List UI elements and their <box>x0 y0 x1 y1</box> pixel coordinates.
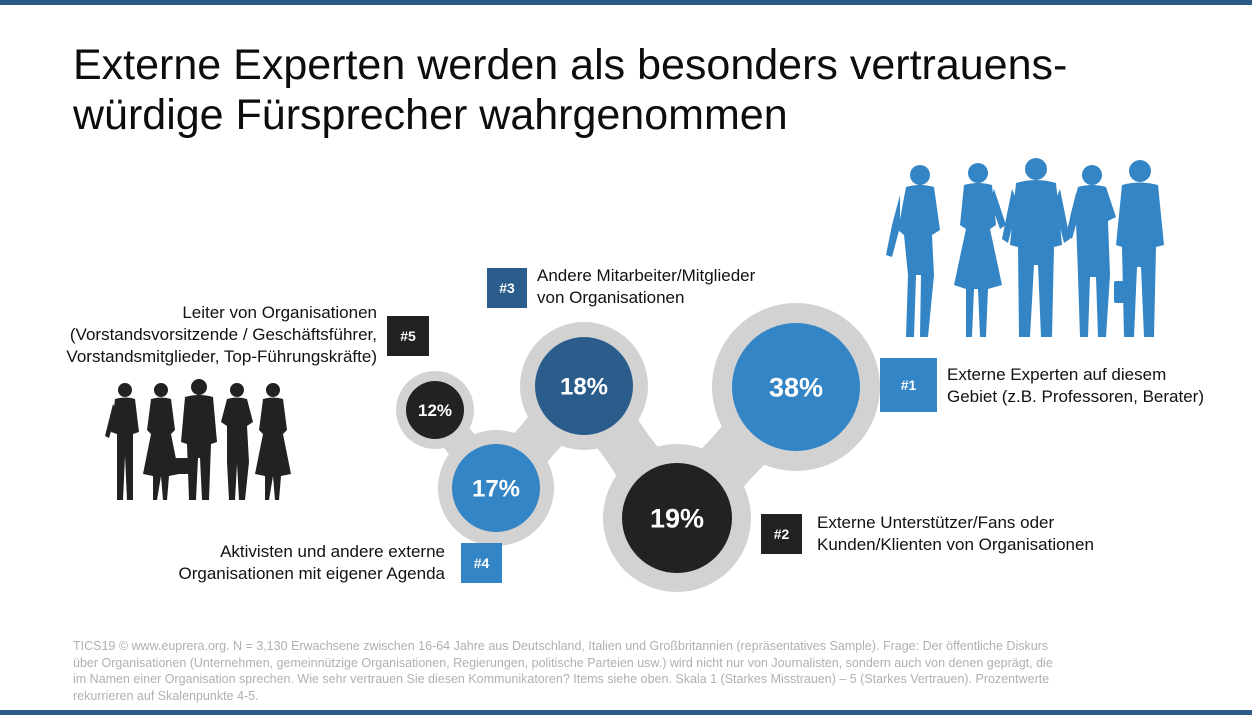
footnote-line-2: über Organisationen (Unternehmen, gemein… <box>73 655 1053 670</box>
label-rank-1: Externe Experten auf diesem Gebiet (z.B.… <box>947 364 1204 408</box>
label-rank-5-line-2: (Vorstandsvorsitzende / Geschäftsführer, <box>69 325 377 344</box>
bubble-value-label: 18% <box>560 374 608 401</box>
label-rank-3-line-2: von Organisationen <box>537 288 685 307</box>
page-title: Externe Experten werden als besonders ve… <box>73 40 1203 140</box>
title-line-1: Externe Experten werden als besonders ve… <box>73 41 1068 89</box>
bubble-value-label: 12% <box>418 401 452 420</box>
label-rank-5: Leiter von Organisationen (Vorstandsvors… <box>20 302 377 368</box>
chart-bubbles: 38% 19% 18% 17% 12% <box>406 323 860 573</box>
title-line-2: würdige Fürsprecher wahrgenommen <box>73 91 788 139</box>
label-rank-2: Externe Unterstützer/Fans oder Kunden/Kl… <box>817 512 1094 556</box>
label-rank-4-line-1: Aktivisten und andere externe <box>220 542 445 561</box>
label-rank-4: Aktivisten und andere externe Organisati… <box>140 541 445 585</box>
label-rank-4-line-2: Organisationen mit eigener Agenda <box>178 564 445 583</box>
bottom-border-bar <box>0 710 1252 715</box>
label-rank-2-line-1: Externe Unterstützer/Fans oder <box>817 513 1055 532</box>
rank-badge-2: #2 <box>761 514 802 554</box>
label-rank-5-line-3: Vorstandsmitglieder, Top-Führungskräfte) <box>66 347 377 366</box>
rank-badge-4: #4 <box>461 543 502 583</box>
label-rank-2-line-2: Kunden/Klienten von Organisationen <box>817 535 1094 554</box>
bubble-rank-3 <box>535 337 633 435</box>
business-people-icon <box>105 379 291 500</box>
bubble-rank-2 <box>622 463 732 573</box>
bubble-value-label: 38% <box>769 373 823 403</box>
label-rank-1-line-2: Gebiet (z.B. Professoren, Berater) <box>947 387 1204 406</box>
label-rank-5-line-1: Leiter von Organisationen <box>182 303 377 322</box>
bubble-value-label: 17% <box>472 476 520 503</box>
label-rank-1-line-1: Externe Experten auf diesem <box>947 365 1167 384</box>
bubble-value-label: 19% <box>650 504 704 534</box>
rank-badge-5: #5 <box>387 316 429 356</box>
business-people-icon <box>886 158 1164 337</box>
rank-badge-3: #3 <box>487 268 527 308</box>
label-rank-3: Andere Mitarbeiter/Mitglieder von Organi… <box>537 265 755 309</box>
top-border-bar <box>0 0 1252 5</box>
bubble-rank-5 <box>406 381 464 439</box>
footnote: TICS19 © www.euprera.org. N = 3,130 Erwa… <box>73 638 1183 704</box>
bubble-rank-1 <box>732 323 860 451</box>
footnote-line-3: im Namen einer Organisation sprechen. Wi… <box>73 672 1050 686</box>
label-rank-3-line-1: Andere Mitarbeiter/Mitglieder <box>537 266 756 285</box>
rank-badge-1: #1 <box>880 358 937 412</box>
footnote-line-4: rekurrieren auf Skalenpunkte 4-5. <box>73 688 259 703</box>
footnote-line-1: TICS19 © www.euprera.org. N = 3,130 Erwa… <box>73 639 1049 653</box>
bubble-rank-4 <box>452 444 540 532</box>
